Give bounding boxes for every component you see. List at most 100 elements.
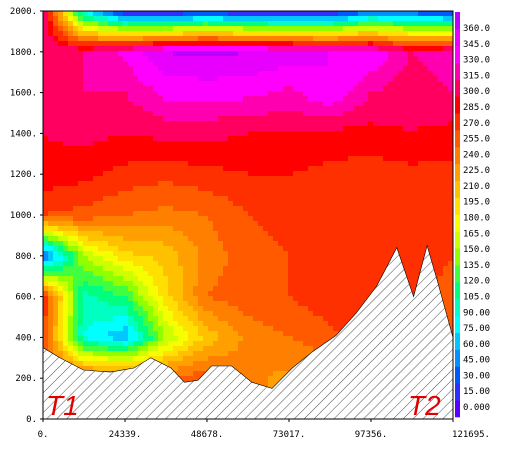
field-cell — [198, 66, 204, 72]
field-cell — [183, 201, 189, 207]
field-cell — [123, 111, 129, 117]
field-cell — [168, 86, 174, 92]
field-cell — [108, 41, 114, 47]
field-cell — [443, 26, 449, 32]
field-cell — [268, 291, 274, 297]
field-cell — [248, 126, 254, 132]
field-cell — [413, 36, 419, 42]
field-cell — [433, 116, 439, 122]
field-cell — [193, 296, 199, 302]
field-cell — [408, 26, 414, 32]
field-cell — [108, 106, 114, 112]
field-cell — [193, 236, 199, 242]
field-cell — [278, 146, 284, 152]
field-cell — [368, 206, 374, 212]
field-cell — [228, 21, 234, 27]
field-cell — [368, 181, 374, 187]
field-cell — [108, 181, 114, 187]
field-cell — [143, 141, 149, 147]
field-cell — [243, 201, 249, 207]
field-cell — [353, 191, 359, 197]
field-cell — [158, 161, 164, 167]
field-cell — [208, 261, 214, 267]
field-cell — [363, 46, 369, 52]
field-cell — [278, 46, 284, 52]
field-cell — [343, 261, 349, 267]
field-cell — [208, 171, 214, 177]
field-cell — [308, 91, 314, 97]
field-cell — [413, 61, 419, 67]
field-cell — [193, 201, 199, 207]
field-cell — [153, 56, 159, 62]
field-cell — [318, 81, 324, 87]
field-cell — [88, 46, 94, 52]
field-cell — [233, 46, 239, 52]
field-cell — [73, 221, 79, 227]
field-cell — [258, 181, 264, 187]
field-cell — [238, 31, 244, 37]
field-cell — [383, 36, 389, 42]
field-cell — [388, 156, 394, 162]
field-cell — [48, 121, 54, 127]
field-cell — [63, 221, 69, 227]
field-cell — [278, 261, 284, 267]
field-cell — [253, 301, 259, 307]
field-cell — [58, 41, 64, 47]
field-cell — [178, 71, 184, 77]
field-cell — [293, 301, 299, 307]
field-cell — [158, 56, 164, 62]
field-cell — [248, 241, 254, 247]
field-cell — [98, 56, 104, 62]
field-cell — [48, 71, 54, 77]
field-cell — [218, 216, 224, 222]
field-cell — [183, 256, 189, 262]
field-cell — [88, 86, 94, 92]
field-cell — [358, 11, 364, 17]
field-cell — [103, 206, 109, 212]
field-cell — [88, 26, 94, 32]
field-cell — [303, 96, 309, 102]
field-cell — [143, 91, 149, 97]
field-cell — [383, 236, 389, 242]
field-cell — [223, 41, 229, 47]
field-cell — [88, 196, 94, 202]
field-cell — [398, 241, 404, 247]
field-cell — [108, 86, 114, 92]
field-cell — [363, 96, 369, 102]
field-cell — [373, 246, 379, 252]
field-cell — [293, 251, 299, 257]
field-cell — [368, 281, 374, 287]
field-cell — [263, 196, 269, 202]
field-cell — [428, 206, 434, 212]
field-cell — [48, 16, 54, 22]
field-cell — [438, 106, 444, 112]
field-cell — [158, 271, 164, 277]
field-cell — [318, 196, 324, 202]
field-cell — [273, 121, 279, 127]
field-cell — [448, 96, 453, 102]
field-cell — [318, 296, 324, 302]
field-cell — [358, 21, 364, 27]
field-cell — [328, 151, 334, 157]
field-cell — [193, 261, 199, 267]
field-cell — [188, 31, 194, 37]
field-cell — [143, 166, 149, 172]
field-cell — [403, 196, 409, 202]
field-cell — [158, 126, 164, 132]
field-cell — [43, 51, 49, 57]
field-cell — [83, 216, 89, 222]
field-cell — [168, 261, 174, 267]
field-cell — [353, 306, 359, 312]
field-cell — [98, 31, 104, 37]
field-cell — [103, 121, 109, 127]
field-cell — [343, 151, 349, 157]
field-cell — [178, 11, 184, 17]
field-cell — [123, 251, 129, 257]
field-cell — [188, 281, 194, 287]
field-cell — [48, 306, 54, 312]
field-cell — [228, 111, 234, 117]
field-cell — [193, 171, 199, 177]
field-cell — [268, 56, 274, 62]
field-cell — [338, 186, 344, 192]
field-cell — [243, 151, 249, 157]
